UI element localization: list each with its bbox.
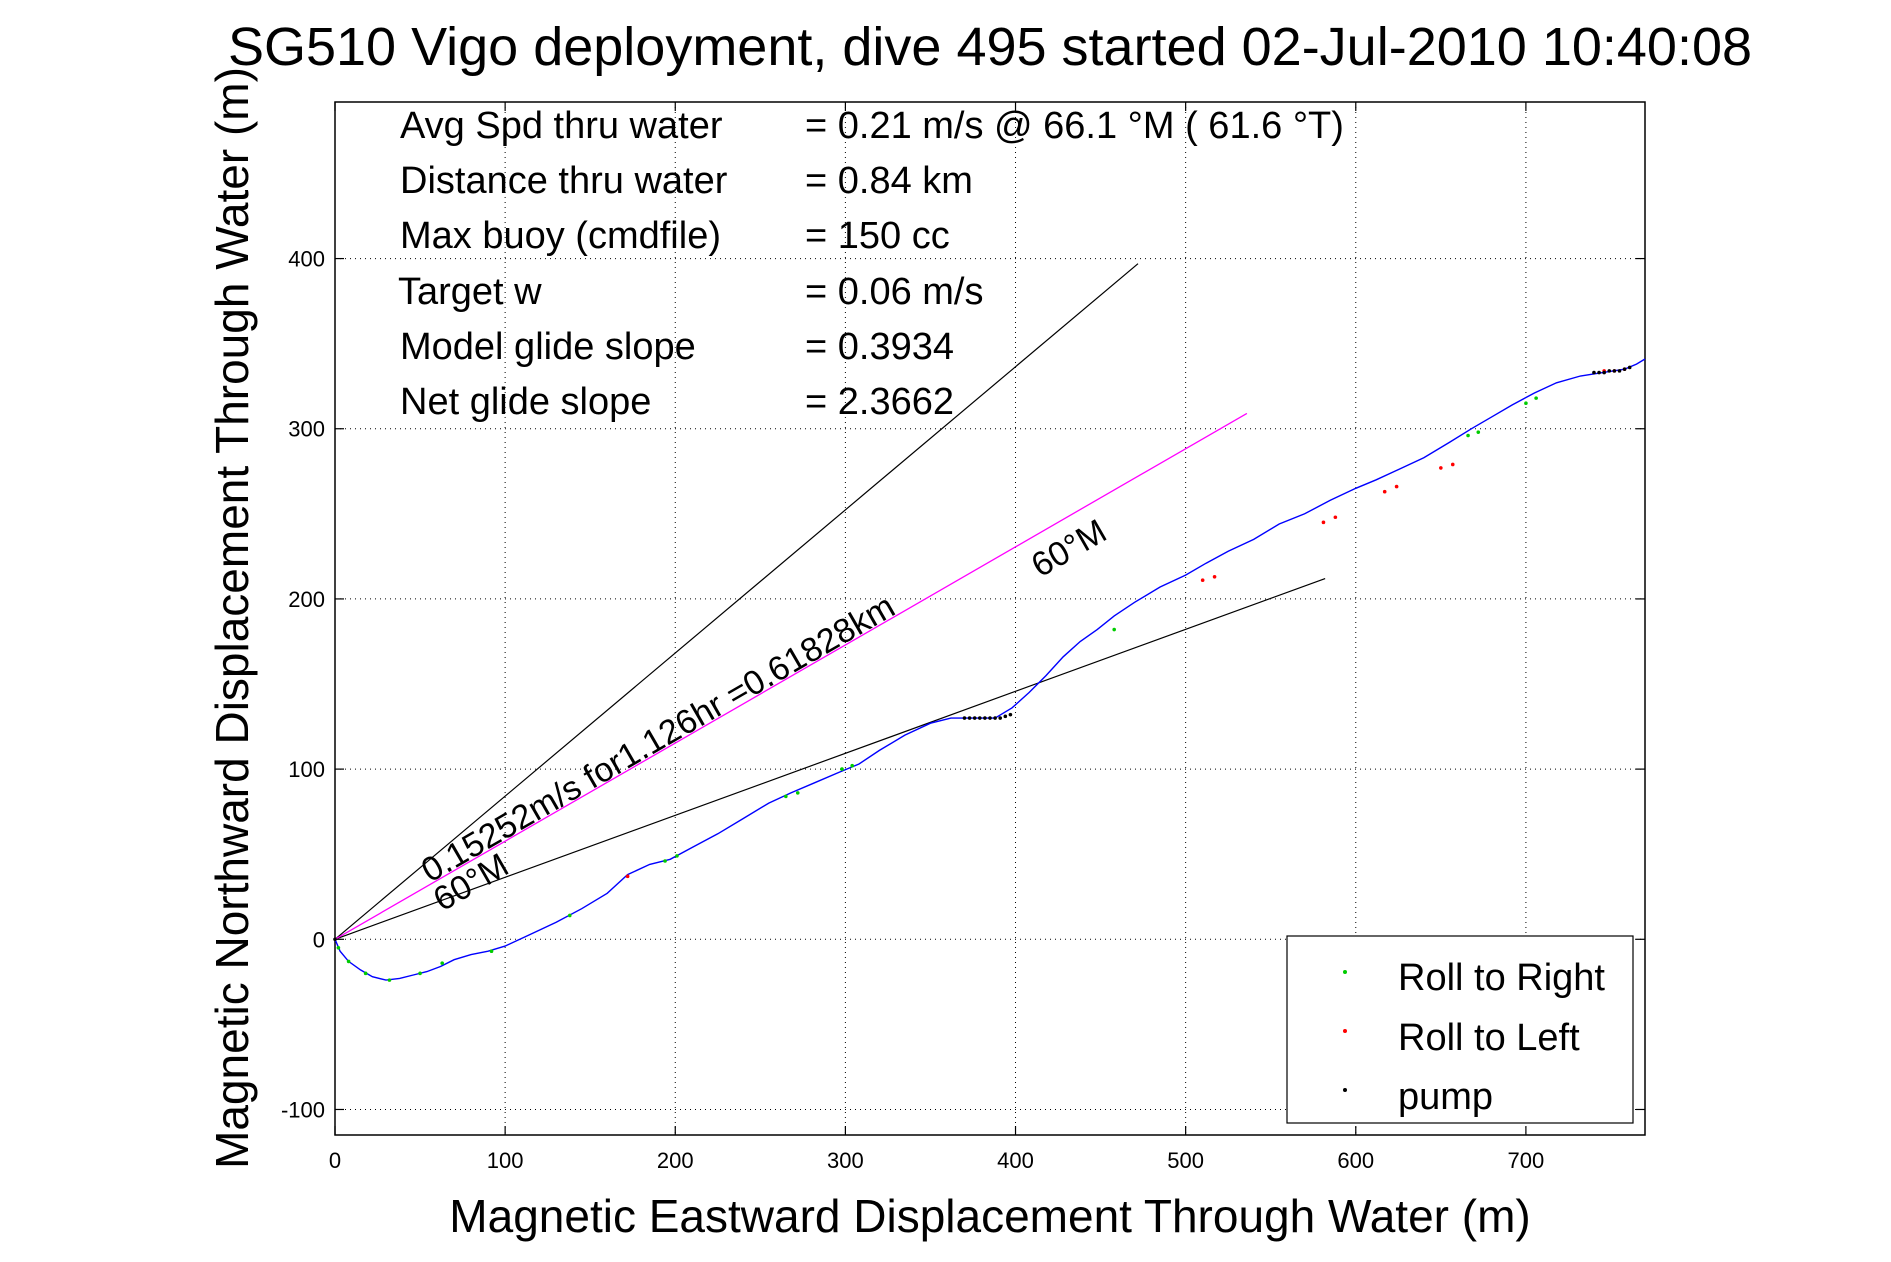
roll-right-marker <box>1534 396 1538 400</box>
roll-right-marker <box>567 913 572 918</box>
pump-marker <box>1592 370 1596 375</box>
pump-marker <box>967 716 972 720</box>
stat-value-model-glide: = 0.3934 <box>805 326 954 368</box>
pump-marker <box>1612 369 1617 373</box>
roll-right-marker <box>784 794 788 799</box>
y-tick-label: 300 <box>288 417 325 442</box>
roll-right-marker <box>363 971 368 976</box>
stat-value-target-w: = 0.06 m/s <box>805 271 983 313</box>
x-axis-label: Magnetic Eastward Displacement Through W… <box>449 1190 1530 1242</box>
roll-left-marker <box>1212 575 1217 579</box>
x-tick-label: 600 <box>1337 1148 1374 1173</box>
y-axis-label: Magnetic Northward Displacement Through … <box>206 67 258 1169</box>
x-tick-label: 100 <box>487 1148 524 1173</box>
x-tick-label: 0 <box>329 1148 341 1173</box>
legend-marker-roll-right <box>1343 970 1347 974</box>
stat-value-max-buoy: = 150 cc <box>805 215 950 257</box>
roll-right-marker <box>418 971 422 976</box>
pump-marker <box>1008 712 1013 717</box>
roll-right-marker <box>850 763 854 768</box>
roll-right-marker <box>795 791 800 795</box>
pump-marker <box>983 716 987 720</box>
pump-marker <box>1602 370 1606 375</box>
track-series <box>334 358 1646 981</box>
stats-block: Avg Spd thru water = 0.21 m/s @ 66.1 °M … <box>398 105 1344 423</box>
stat-label-net-glide: Net glide slope <box>400 381 651 423</box>
pump-marker <box>972 716 977 720</box>
roll-right-marker <box>675 854 679 858</box>
roll-right-marker <box>840 767 844 771</box>
stat-value-net-glide: = 2.3662 <box>805 381 954 423</box>
pump-marker <box>1622 367 1627 371</box>
legend-label-roll-left: Roll to Left <box>1398 1017 1580 1059</box>
stat-label-distance: Distance thru water <box>400 160 728 202</box>
y-tick-label: 0 <box>313 927 325 952</box>
pump-marker <box>1627 365 1632 370</box>
pump-marker <box>1003 714 1008 719</box>
legend-marker-pump <box>1343 1088 1347 1092</box>
roll-left-marker <box>625 874 630 879</box>
roll-right-marker <box>336 946 341 950</box>
stat-value-avg-speed: = 0.21 m/s @ 66.1 °M ( 61.6 °T) <box>805 105 1344 147</box>
roll-right-marker <box>346 959 351 964</box>
heading-line <box>334 263 1139 940</box>
heading-line <box>334 577 1326 940</box>
stat-label-max-buoy: Max buoy (cmdfile) <box>400 215 721 257</box>
roll-right-marker <box>387 978 392 982</box>
roll-right-marker <box>1524 401 1528 406</box>
y-tick-label: 200 <box>288 587 325 612</box>
chart-title: SG510 Vigo deployment, dive 495 started … <box>228 17 1752 77</box>
stat-label-avg-speed: Avg Spd thru water <box>400 105 723 147</box>
roll-left-marker <box>1200 578 1205 583</box>
y-tick-label: 100 <box>288 757 325 782</box>
x-tick-label: 500 <box>1167 1148 1204 1173</box>
roll-right-marker <box>1466 433 1470 438</box>
event-markers <box>333 365 1632 982</box>
x-tick-label: 400 <box>997 1148 1034 1173</box>
reference-lines <box>334 263 1326 940</box>
x-tick-label: 700 <box>1508 1148 1545 1173</box>
roll-left-marker <box>1321 520 1326 525</box>
roll-right-marker <box>663 859 667 863</box>
legend-label-pump: pump <box>1398 1076 1493 1118</box>
x-tick-label: 200 <box>657 1148 694 1173</box>
stat-value-distance: = 0.84 km <box>805 160 973 202</box>
roll-left-marker <box>1439 466 1443 470</box>
x-tick-labels: 0 100 200 300 400 500 600 700 <box>329 1148 1544 1173</box>
pump-marker <box>1617 369 1622 373</box>
roll-left-marker <box>1333 515 1338 520</box>
y-tick-label: -100 <box>281 1097 325 1122</box>
y-tick-label: 400 <box>288 247 325 272</box>
pump-marker <box>333 937 337 942</box>
roll-left-marker <box>1382 489 1387 494</box>
track-line <box>334 358 1646 981</box>
pump-marker <box>1607 369 1612 373</box>
legend-marker-roll-left <box>1343 1029 1347 1033</box>
pump-marker <box>998 716 1003 720</box>
roll-right-marker <box>440 961 444 965</box>
pump-marker <box>962 716 967 720</box>
current-line <box>334 412 1248 940</box>
legend-label-roll-right: Roll to Right <box>1398 957 1605 999</box>
legend: Roll to Right Roll to Left pump <box>1286 935 1634 1124</box>
roll-right-marker <box>1476 430 1481 434</box>
axis-ticks <box>334 102 1645 1135</box>
pump-marker <box>988 716 992 720</box>
roll-right-marker <box>1112 627 1116 632</box>
stat-label-target-w: Target w <box>398 271 542 313</box>
roll-left-marker <box>1394 484 1399 489</box>
y-tick-labels: -100 0 100 200 300 400 <box>281 247 325 1123</box>
x-tick-label: 300 <box>827 1148 864 1173</box>
stat-label-model-glide: Model glide slope <box>400 326 696 368</box>
pump-marker <box>977 716 982 720</box>
roll-left-marker <box>1450 462 1455 467</box>
roll-right-marker <box>489 949 494 954</box>
pump-marker <box>1597 370 1601 375</box>
pump-marker <box>993 716 997 720</box>
